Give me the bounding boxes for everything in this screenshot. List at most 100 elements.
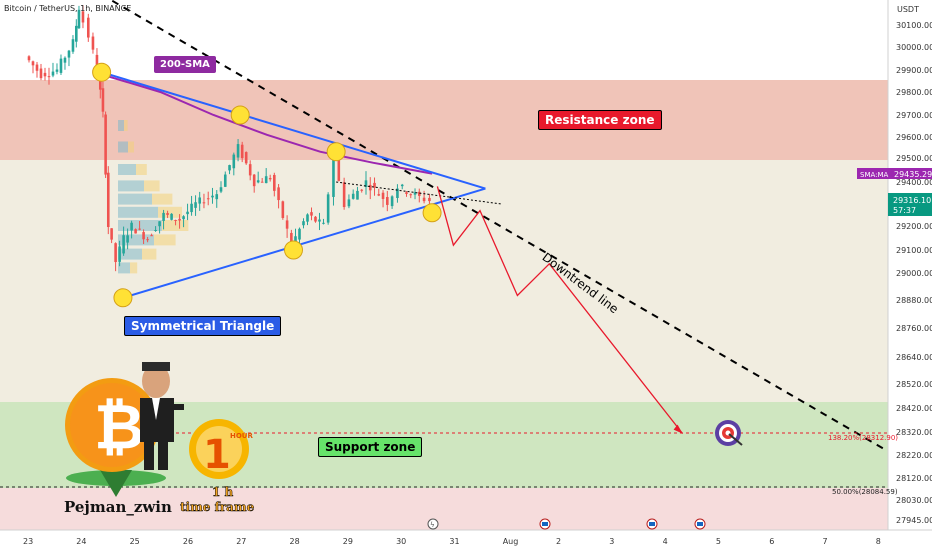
x-tick-label: 8	[876, 537, 881, 546]
time-axis[interactable]	[0, 530, 932, 550]
target-icon	[715, 420, 743, 446]
candle-body	[318, 219, 321, 222]
volume-bar	[144, 180, 160, 192]
candle-body	[101, 88, 105, 112]
svg-text:HOUR: HOUR	[230, 432, 253, 440]
price-badge-value: 29316.10	[893, 196, 931, 205]
candle-body	[260, 181, 264, 183]
candle-body	[360, 189, 364, 191]
one-hour-icon: 1 HOUR	[189, 419, 253, 479]
candle-body	[55, 69, 59, 72]
price-badge-countdown: 57:37	[893, 206, 916, 215]
resistance-zone	[0, 80, 888, 160]
candle-body	[277, 187, 280, 201]
x-tick-label: 29	[343, 537, 353, 546]
y-tick-label: 28640.00	[896, 353, 932, 362]
candle-body	[211, 195, 214, 198]
candle-body	[146, 239, 149, 241]
x-tick-label: 7	[823, 537, 828, 546]
volume-bar	[154, 234, 176, 246]
candle-body	[396, 188, 399, 199]
y-tick-label: 29000.00	[896, 269, 932, 278]
candle-body	[75, 25, 78, 42]
candle-body	[142, 232, 145, 240]
price-badge-bg	[888, 193, 932, 216]
triangle-upper-line	[101, 71, 486, 190]
timeframe-label-2: time frame	[180, 500, 255, 515]
y-tick-label: 28420.00	[896, 404, 932, 413]
y-tick-label: 30000.00	[896, 43, 932, 52]
y-tick-label: 29500.00	[896, 154, 932, 163]
calendar-flag-icon[interactable]	[646, 518, 658, 530]
y-tick-label: 29200.00	[896, 222, 932, 231]
candle-body	[95, 54, 99, 73]
chart-header[interactable]: Bitcoin / TetherUS, 1h, BINANCE	[4, 4, 131, 13]
sma-200-label: 200-SMA	[154, 56, 216, 73]
x-tick-label: 3	[609, 537, 614, 546]
volume-bar	[152, 193, 173, 205]
calendar-flag-icon[interactable]	[694, 518, 706, 530]
x-tick-label: 27	[236, 537, 246, 546]
candle-body	[182, 216, 185, 220]
candle-body	[322, 222, 325, 224]
candle-body	[244, 152, 248, 164]
y-tick-label: 28120.00	[896, 474, 932, 483]
candle-body	[381, 192, 385, 199]
timeframe-label-1: 1 h	[212, 485, 234, 500]
volume-bar	[118, 262, 130, 274]
candle-body	[27, 56, 31, 61]
x-tick-label: 28	[290, 537, 300, 546]
candle-body	[409, 194, 413, 196]
candle-body	[110, 228, 113, 240]
candle-body	[268, 178, 272, 180]
candle-body	[281, 201, 285, 218]
x-tick-label: 25	[130, 537, 140, 546]
candle-body	[122, 235, 125, 254]
volume-bar	[118, 193, 152, 205]
bitcoin-logo-icon: ₿	[65, 378, 166, 497]
calendar-flag-icon[interactable]	[539, 518, 551, 530]
candle-body	[43, 72, 47, 77]
candle-body	[206, 198, 210, 200]
volume-bar	[136, 164, 147, 175]
candle-body	[302, 221, 305, 226]
candle-body	[347, 199, 351, 207]
x-tick-label: 4	[663, 537, 668, 546]
candle-body	[215, 194, 219, 200]
touch-point-marker	[422, 203, 442, 223]
volume-bar	[118, 234, 154, 246]
candle-body	[400, 184, 404, 187]
touch-point-marker	[284, 240, 303, 260]
price-axis[interactable]	[888, 0, 932, 530]
projection-arrowhead	[673, 424, 683, 434]
touch-point-marker	[230, 105, 250, 125]
candle-body	[174, 219, 177, 221]
candle-body	[294, 236, 297, 242]
candle-body	[342, 182, 346, 208]
candle-body	[326, 194, 330, 223]
candle-body	[106, 172, 110, 228]
touch-point-marker	[113, 288, 133, 308]
candle-body	[219, 187, 223, 192]
x-tick-label: 6	[769, 537, 774, 546]
fib-50-label: 50.00%(28084.59)	[832, 488, 898, 496]
candle-body	[77, 9, 81, 29]
candle-body	[314, 216, 317, 222]
candle-body	[290, 232, 293, 247]
resistance-zone-label: Resistance zone	[538, 110, 662, 130]
volume-bar	[118, 248, 142, 260]
candle-body	[134, 229, 137, 234]
candle-body	[332, 159, 335, 197]
candle-body	[390, 196, 394, 207]
candle-body	[47, 76, 51, 78]
symmetrical-triangle-label: Symmetrical Triangle	[124, 316, 282, 336]
support-zone-label: Support zone	[318, 437, 423, 457]
candle-body	[118, 246, 121, 262]
candle-body	[202, 202, 206, 204]
upper-zone	[0, 0, 888, 80]
volume-bar	[158, 206, 182, 218]
candle-body	[417, 191, 421, 196]
candle-body	[31, 61, 35, 66]
lightning-icon[interactable]: ϟ	[427, 518, 439, 530]
